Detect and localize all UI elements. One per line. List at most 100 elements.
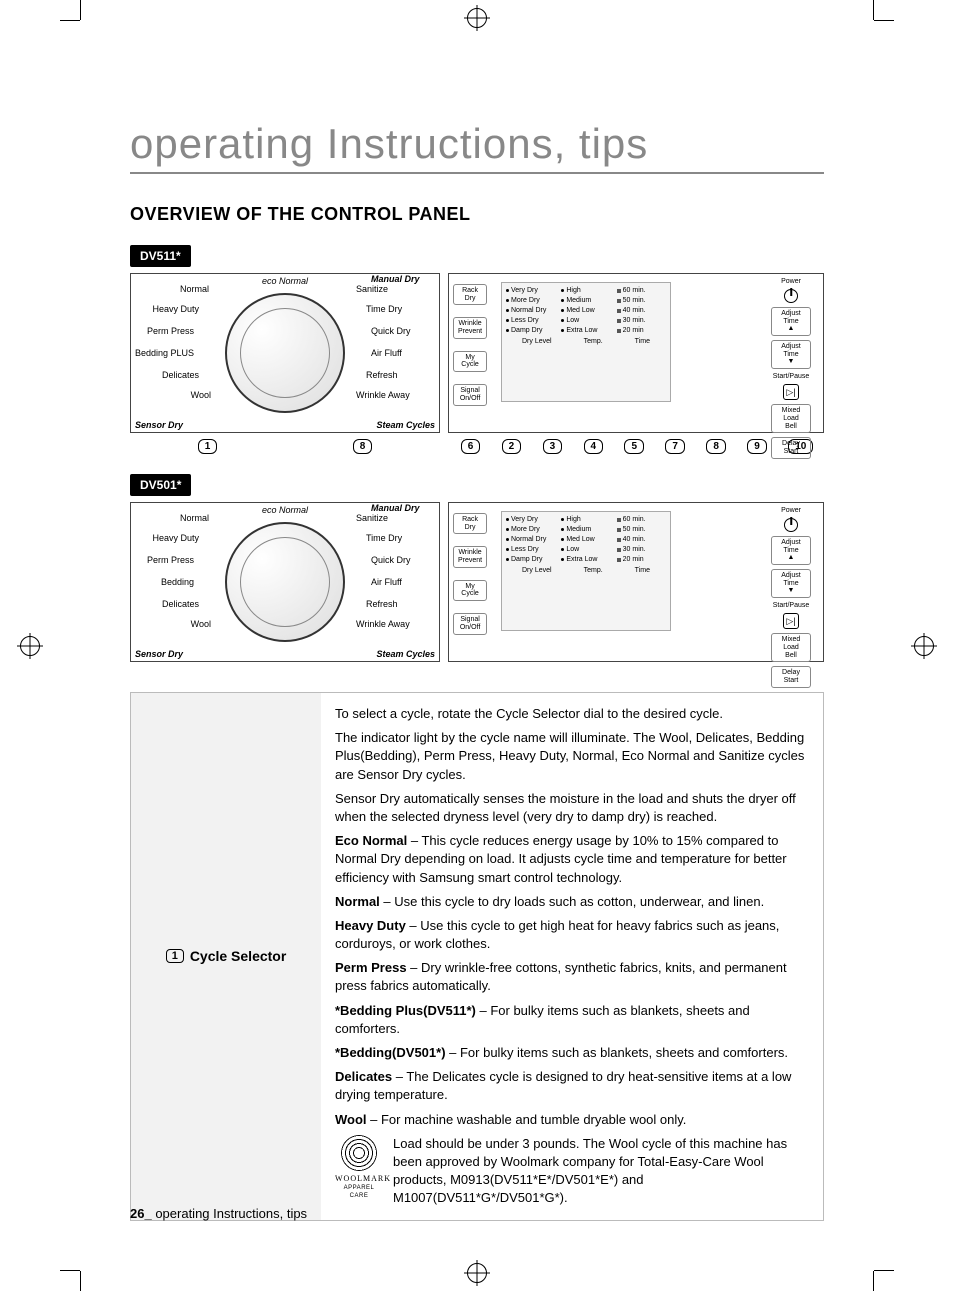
lcd-item: 60 min. bbox=[623, 287, 646, 294]
section-heading: OVERVIEW OF THE CONTROL PANEL bbox=[130, 204, 824, 225]
lcd-item: Low bbox=[566, 546, 579, 553]
dial-label: Bedding PLUS bbox=[135, 348, 194, 358]
play-pause-icon: ▷| bbox=[783, 384, 799, 400]
callout-num: 8 bbox=[706, 439, 726, 454]
table-left-cell: 1 Cycle Selector bbox=[131, 693, 321, 1220]
woolmark-logo: WOOLMARK APPAREL CARE bbox=[335, 1135, 383, 1201]
callout-num: 5 bbox=[624, 439, 644, 454]
dial-label: Heavy Duty bbox=[152, 533, 199, 543]
lcd-header: Dry Level bbox=[522, 338, 552, 345]
cycle-label: Eco Normal bbox=[335, 833, 407, 848]
adjust-down: Adjust Time ▼ bbox=[771, 569, 811, 598]
disp-button: Wrinkle Prevent bbox=[453, 317, 487, 338]
desc-paragraph: Wool – For machine washable and tumble d… bbox=[335, 1111, 809, 1129]
disp-button: Rack Dry bbox=[453, 513, 487, 534]
model-badge: DV511* bbox=[130, 245, 191, 267]
manual-dry-label: Manual Dry bbox=[371, 274, 420, 284]
dial-label: Sanitize bbox=[356, 284, 388, 294]
adjust-up: Adjust Time ▲ bbox=[771, 307, 811, 336]
delay-start: Delay Start bbox=[771, 437, 811, 458]
desc-paragraph: *Bedding Plus(DV511*) – For bulky items … bbox=[335, 1002, 809, 1038]
dial-label: Delicates bbox=[162, 370, 199, 380]
cycle-label: *Bedding(DV501*) bbox=[335, 1045, 446, 1060]
page-title: operating Instructions, tips bbox=[130, 120, 824, 174]
lcd-item: Medium bbox=[566, 526, 591, 533]
footer-text: operating Instructions, tips bbox=[152, 1206, 307, 1221]
lcd-item: Normal Dry bbox=[511, 307, 546, 314]
desc-paragraph: Perm Press – Dry wrinkle-free cottons, s… bbox=[335, 959, 809, 995]
desc-paragraph: Normal – Use this cycle to dry loads suc… bbox=[335, 893, 809, 911]
lcd-item: Damp Dry bbox=[511, 327, 543, 334]
table-row-title: Cycle Selector bbox=[190, 948, 287, 964]
cycle-label: Heavy Duty bbox=[335, 918, 406, 933]
lcd-item: Extra Low bbox=[566, 327, 597, 334]
desc-paragraph: Eco Normal – This cycle reduces energy u… bbox=[335, 832, 809, 887]
dial-label: Sanitize bbox=[356, 513, 388, 523]
lcd-header: Dry Level bbox=[522, 567, 552, 574]
dial-label: Quick Dry bbox=[371, 326, 411, 336]
registration-mark-icon bbox=[20, 636, 40, 656]
power-icon bbox=[784, 518, 798, 532]
cycle-label: Perm Press bbox=[335, 960, 407, 975]
cycle-label: Delicates bbox=[335, 1069, 392, 1084]
lcd-item: 60 min. bbox=[623, 516, 646, 523]
dial-label: Refresh bbox=[366, 370, 398, 380]
callout-num: 3 bbox=[543, 439, 563, 454]
lcd-item: 50 min. bbox=[623, 297, 646, 304]
mixed-load: Mixed Load Bell bbox=[771, 404, 811, 433]
lcd-item: More Dry bbox=[511, 297, 540, 304]
steam-cycles-label: Steam Cycles bbox=[376, 420, 435, 430]
dial-label: Time Dry bbox=[366, 304, 402, 314]
cycle-label: Normal bbox=[335, 894, 380, 909]
cycle-text: – The Delicates cycle is designed to dry… bbox=[335, 1069, 791, 1102]
disp-button: My Cycle bbox=[453, 351, 487, 372]
dial-label: Wrinkle Away bbox=[356, 619, 410, 629]
dial-label: Normal bbox=[180, 513, 209, 523]
power-label: Power bbox=[781, 507, 801, 514]
disp-button: Signal On/Off bbox=[453, 613, 487, 634]
lcd-display: Very Dry More Dry Normal Dry Less Dry Da… bbox=[501, 511, 671, 631]
callout-num: 7 bbox=[665, 439, 685, 454]
dial-label: Quick Dry bbox=[371, 555, 411, 565]
lcd-item: Less Dry bbox=[511, 546, 539, 553]
dial-label: Time Dry bbox=[366, 533, 402, 543]
lcd-item: 30 min. bbox=[623, 317, 646, 324]
callout-num: 4 bbox=[584, 439, 604, 454]
crop-mark bbox=[873, 1271, 874, 1291]
callout-num: 8 bbox=[353, 439, 373, 454]
table-right-cell: To select a cycle, rotate the Cycle Sele… bbox=[321, 693, 823, 1220]
cycle-label: Wool bbox=[335, 1112, 367, 1127]
cycle-text: – For machine washable and tumble dryabl… bbox=[367, 1112, 687, 1127]
lcd-item: Normal Dry bbox=[511, 536, 546, 543]
lcd-item: Extra Low bbox=[566, 556, 597, 563]
play-pause-icon: ▷| bbox=[783, 613, 799, 629]
lcd-item: High bbox=[566, 287, 580, 294]
dial-label: Wool bbox=[191, 619, 211, 629]
lcd-item: Very Dry bbox=[511, 516, 538, 523]
dial-label: Air Fluff bbox=[371, 348, 402, 358]
lcd-header: Time bbox=[635, 567, 650, 574]
lcd-header: Time bbox=[635, 338, 650, 345]
model-badge: DV501* bbox=[130, 474, 191, 496]
disp-button: Wrinkle Prevent bbox=[453, 546, 487, 567]
lcd-item: 20 min bbox=[623, 327, 644, 334]
desc-paragraph: Sensor Dry automatically senses the mois… bbox=[335, 790, 809, 826]
adjust-up: Adjust Time ▲ bbox=[771, 536, 811, 565]
lcd-item: 30 min. bbox=[623, 546, 646, 553]
start-pause-label: Start/Pause bbox=[773, 373, 810, 380]
panel-dv501: DV501* eco Normal Normal Heavy Duty Perm… bbox=[130, 474, 824, 662]
cycle-text: – Use this cycle to dry loads such as co… bbox=[380, 894, 764, 909]
display-panel-diagram: Rack Dry Wrinkle Prevent My Cycle Signal… bbox=[448, 502, 824, 662]
crop-mark bbox=[874, 1270, 894, 1271]
delay-start: Delay Start bbox=[771, 666, 811, 687]
desc-paragraph: Delicates – The Delicates cycle is desig… bbox=[335, 1068, 809, 1104]
dial-label: eco Normal bbox=[262, 505, 308, 515]
callout-num: 2 bbox=[502, 439, 522, 454]
adjust-down: Adjust Time ▼ bbox=[771, 340, 811, 369]
power-icon bbox=[784, 289, 798, 303]
footer-page-num: 26_ bbox=[130, 1206, 152, 1221]
description-table: 1 Cycle Selector To select a cycle, rota… bbox=[130, 692, 824, 1221]
woolmark-row: WOOLMARK APPAREL CARE Load should be und… bbox=[335, 1135, 809, 1208]
lcd-item: 40 min. bbox=[623, 307, 646, 314]
dial-label: Delicates bbox=[162, 599, 199, 609]
